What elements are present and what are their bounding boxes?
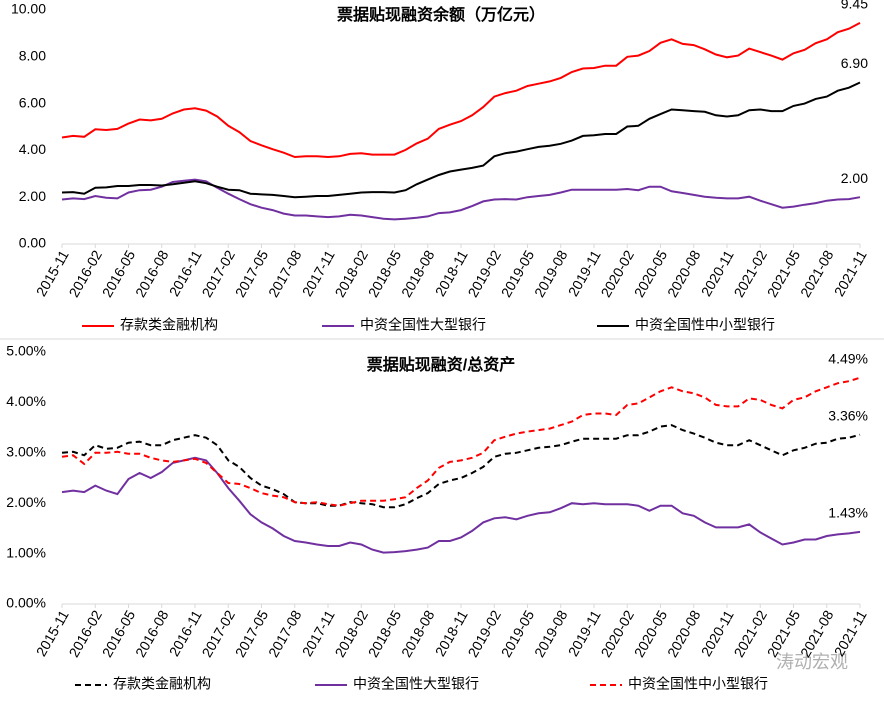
y-tick-label: 2.00 — [19, 188, 46, 204]
y-tick-label: 6.00 — [19, 94, 46, 110]
y-tick-label: 0.00 — [19, 235, 46, 251]
series-line — [61, 376, 861, 507]
legend-label: 存款类金融机构 — [113, 676, 211, 692]
series-line — [61, 424, 861, 509]
series-line — [61, 81, 861, 199]
y-tick-label: 4.00% — [6, 393, 46, 409]
series-line — [61, 22, 861, 159]
data-label: 9.45 — [841, 0, 868, 12]
legend-label: 存款类金融机构 — [120, 317, 218, 333]
data-label: 4.49% — [828, 350, 868, 366]
legend-label: 中资全国性中小型银行 — [635, 317, 775, 333]
legend-label: 中资全国性大型银行 — [353, 676, 479, 692]
y-tick-label: 8.00 — [19, 48, 46, 64]
data-label: 1.43% — [828, 505, 868, 521]
y-tick-label: 2.00% — [6, 494, 46, 510]
chart-title: 票据贴现融资余额（万亿元） — [337, 5, 545, 24]
data-label: 6.90 — [841, 55, 868, 71]
y-tick-label: 1.00% — [6, 544, 46, 560]
y-tick-label: 0.00% — [6, 595, 46, 611]
y-tick-label: 4.00 — [19, 141, 46, 157]
watermark: 涛动宏观 — [776, 652, 848, 672]
y-tick-label: 5.00% — [6, 343, 46, 359]
data-label: 3.36% — [828, 407, 868, 423]
legend-label: 中资全国性大型银行 — [360, 317, 486, 333]
chart-title: 票据贴现融资/总资产 — [367, 355, 515, 374]
y-tick-label: 3.00% — [6, 444, 46, 460]
series-line — [61, 178, 861, 221]
y-tick-label: 10.00 — [11, 1, 46, 17]
data-label: 2.00 — [841, 170, 868, 186]
legend-label: 中资全国性中小型银行 — [628, 676, 768, 692]
